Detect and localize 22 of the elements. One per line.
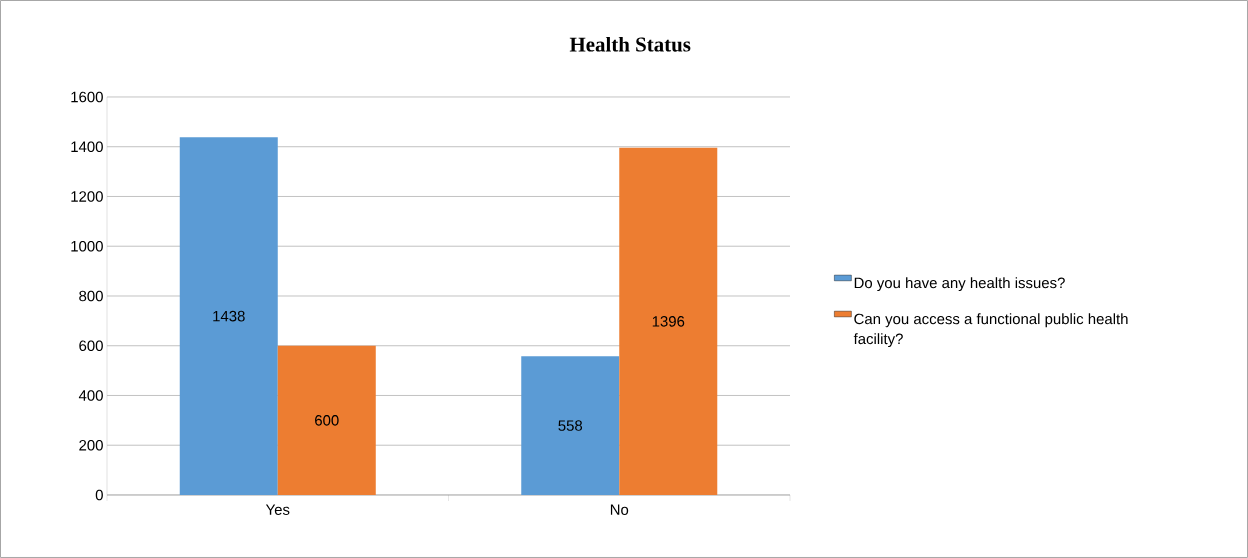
data-label: 1396 xyxy=(652,316,685,327)
y-tick-label: 1400 xyxy=(71,141,103,153)
data-label: 600 xyxy=(315,415,339,426)
y-tick-label: 1000 xyxy=(71,240,103,252)
x-tick-label: Yes xyxy=(265,504,290,515)
chart-title: Health Status xyxy=(569,36,691,52)
x-tick-label: No xyxy=(610,504,629,515)
legend-label: Can you access a functional public health facility? xyxy=(853,313,1128,348)
bar xyxy=(521,356,620,495)
bar xyxy=(179,137,278,495)
y-tick-label: 800 xyxy=(79,290,103,302)
y-tick-label: 0 xyxy=(95,489,103,501)
y-tick-label: 600 xyxy=(79,340,103,352)
y-tick-label: 400 xyxy=(78,390,103,401)
bar xyxy=(277,345,376,495)
data-label: 558 xyxy=(558,420,583,431)
bar xyxy=(619,147,718,495)
y-tick-label: 1200 xyxy=(71,191,103,202)
y-tick-label: 200 xyxy=(79,439,103,451)
data-label: 1438 xyxy=(213,310,245,322)
y-tick-label: 1600 xyxy=(71,91,103,103)
legend-label: Do you have any health issues? xyxy=(854,277,1065,292)
